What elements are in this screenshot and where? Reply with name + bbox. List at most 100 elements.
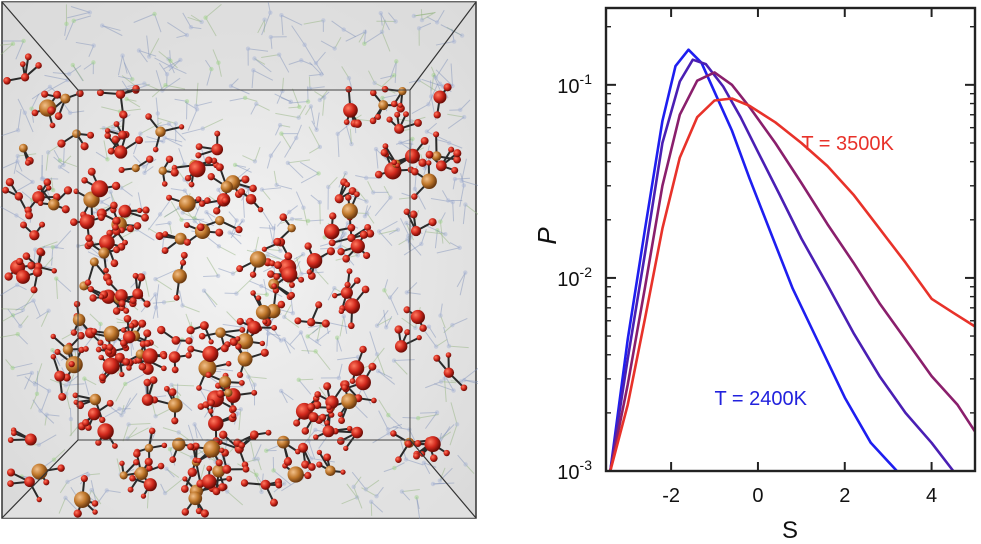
network-atom bbox=[180, 303, 185, 308]
network-bond bbox=[289, 332, 302, 345]
oxygen-atom bbox=[82, 418, 90, 427]
network-atom bbox=[184, 99, 190, 104]
network-atom bbox=[351, 484, 356, 489]
network-bond bbox=[15, 300, 34, 311]
oxygen-atom bbox=[236, 371, 244, 379]
network-atom bbox=[314, 338, 320, 344]
network-bond bbox=[339, 316, 345, 337]
network-bond bbox=[287, 162, 304, 179]
oxygen-atom bbox=[112, 216, 121, 226]
oxygen-atom bbox=[238, 442, 246, 449]
network-atom bbox=[121, 409, 126, 415]
network-atom bbox=[438, 219, 443, 224]
network-atom bbox=[289, 216, 295, 222]
network-bond bbox=[205, 3, 222, 19]
oxygen-atom bbox=[382, 143, 389, 150]
oxygen-atom bbox=[262, 319, 268, 325]
network-atom bbox=[167, 446, 173, 452]
oxygen-atom bbox=[178, 124, 185, 130]
oxygen-atom bbox=[128, 322, 135, 329]
network-atom bbox=[395, 227, 401, 232]
oxygen-atom bbox=[301, 460, 310, 469]
network-atom bbox=[85, 472, 91, 478]
oxygen-atom bbox=[257, 206, 264, 213]
silicon-atom bbox=[73, 491, 91, 509]
oxygen-atom bbox=[145, 113, 152, 120]
oxygen-atom bbox=[321, 319, 330, 328]
oxygen-atom bbox=[319, 413, 327, 421]
series-annotation-2: T = 2400K bbox=[715, 388, 808, 410]
oxygen-atom bbox=[133, 450, 141, 458]
network-bond bbox=[151, 84, 166, 98]
network-bond bbox=[254, 146, 261, 162]
network-atom bbox=[199, 19, 204, 25]
network-atom bbox=[10, 313, 16, 318]
oxygen-atom bbox=[313, 434, 319, 440]
network-atom bbox=[192, 422, 197, 427]
oxygen-atom bbox=[132, 272, 139, 279]
network-bond bbox=[68, 65, 82, 75]
oxygen-atom bbox=[260, 348, 269, 357]
network-bond bbox=[308, 421, 313, 441]
network-atom bbox=[146, 54, 152, 59]
network-atom bbox=[108, 189, 113, 195]
oxygen-atom bbox=[161, 181, 168, 187]
silicon-atom bbox=[99, 234, 115, 251]
network-bond bbox=[1, 129, 19, 137]
network-atom bbox=[31, 298, 36, 303]
network-atom bbox=[454, 422, 460, 427]
network-atom bbox=[39, 176, 45, 182]
oxygen-atom bbox=[283, 457, 293, 466]
network-atom bbox=[240, 218, 245, 223]
oxygen-atom bbox=[216, 390, 225, 398]
silicon-atom bbox=[394, 340, 408, 353]
silicon-atom bbox=[172, 269, 187, 284]
oxygen-atom bbox=[374, 170, 383, 179]
network-atom bbox=[391, 358, 397, 363]
network-atom bbox=[254, 472, 259, 478]
network-bond bbox=[155, 278, 173, 291]
network-bond bbox=[351, 471, 367, 490]
network-bond bbox=[103, 140, 108, 160]
y-tick-label: 10-1 bbox=[557, 71, 592, 98]
network-atom bbox=[299, 271, 304, 276]
network-bond bbox=[207, 237, 220, 247]
oxygen-atom bbox=[50, 353, 57, 360]
network-atom bbox=[54, 276, 59, 281]
network-atom bbox=[305, 334, 310, 339]
network-bond bbox=[341, 245, 359, 256]
oxygen-atom bbox=[122, 239, 128, 246]
oxygen-atom bbox=[207, 399, 215, 407]
network-bond bbox=[394, 61, 397, 83]
silicon-atom bbox=[114, 289, 128, 302]
network-atom bbox=[302, 42, 307, 47]
oxygen-atom bbox=[136, 207, 143, 214]
network-bond bbox=[49, 378, 66, 386]
network-bond bbox=[143, 158, 157, 167]
silicon-atom bbox=[215, 327, 226, 338]
silicon-atom bbox=[141, 394, 154, 406]
oxygen-atom bbox=[7, 437, 14, 443]
network-atom bbox=[167, 220, 172, 226]
network-bond bbox=[262, 211, 274, 229]
oxygen-atom bbox=[353, 191, 360, 198]
network-atom bbox=[332, 46, 337, 51]
network-bond bbox=[65, 497, 77, 510]
network-bond bbox=[178, 148, 185, 165]
network-bond bbox=[17, 108, 22, 131]
network-bond bbox=[12, 362, 33, 369]
oxygen-atom bbox=[126, 365, 132, 371]
oxygen-atom bbox=[239, 326, 246, 333]
network-bond bbox=[147, 214, 161, 231]
network-bond bbox=[122, 424, 130, 442]
network-bond bbox=[52, 72, 70, 75]
network-bond bbox=[218, 268, 234, 275]
network-bond bbox=[421, 78, 443, 87]
oxygen-atom bbox=[343, 119, 350, 126]
silicon-atom bbox=[178, 195, 196, 213]
network-atom bbox=[216, 244, 222, 249]
network-bond bbox=[437, 229, 451, 245]
network-bond bbox=[390, 61, 397, 78]
oxygen-atom bbox=[31, 109, 39, 117]
network-bond bbox=[1, 308, 23, 311]
